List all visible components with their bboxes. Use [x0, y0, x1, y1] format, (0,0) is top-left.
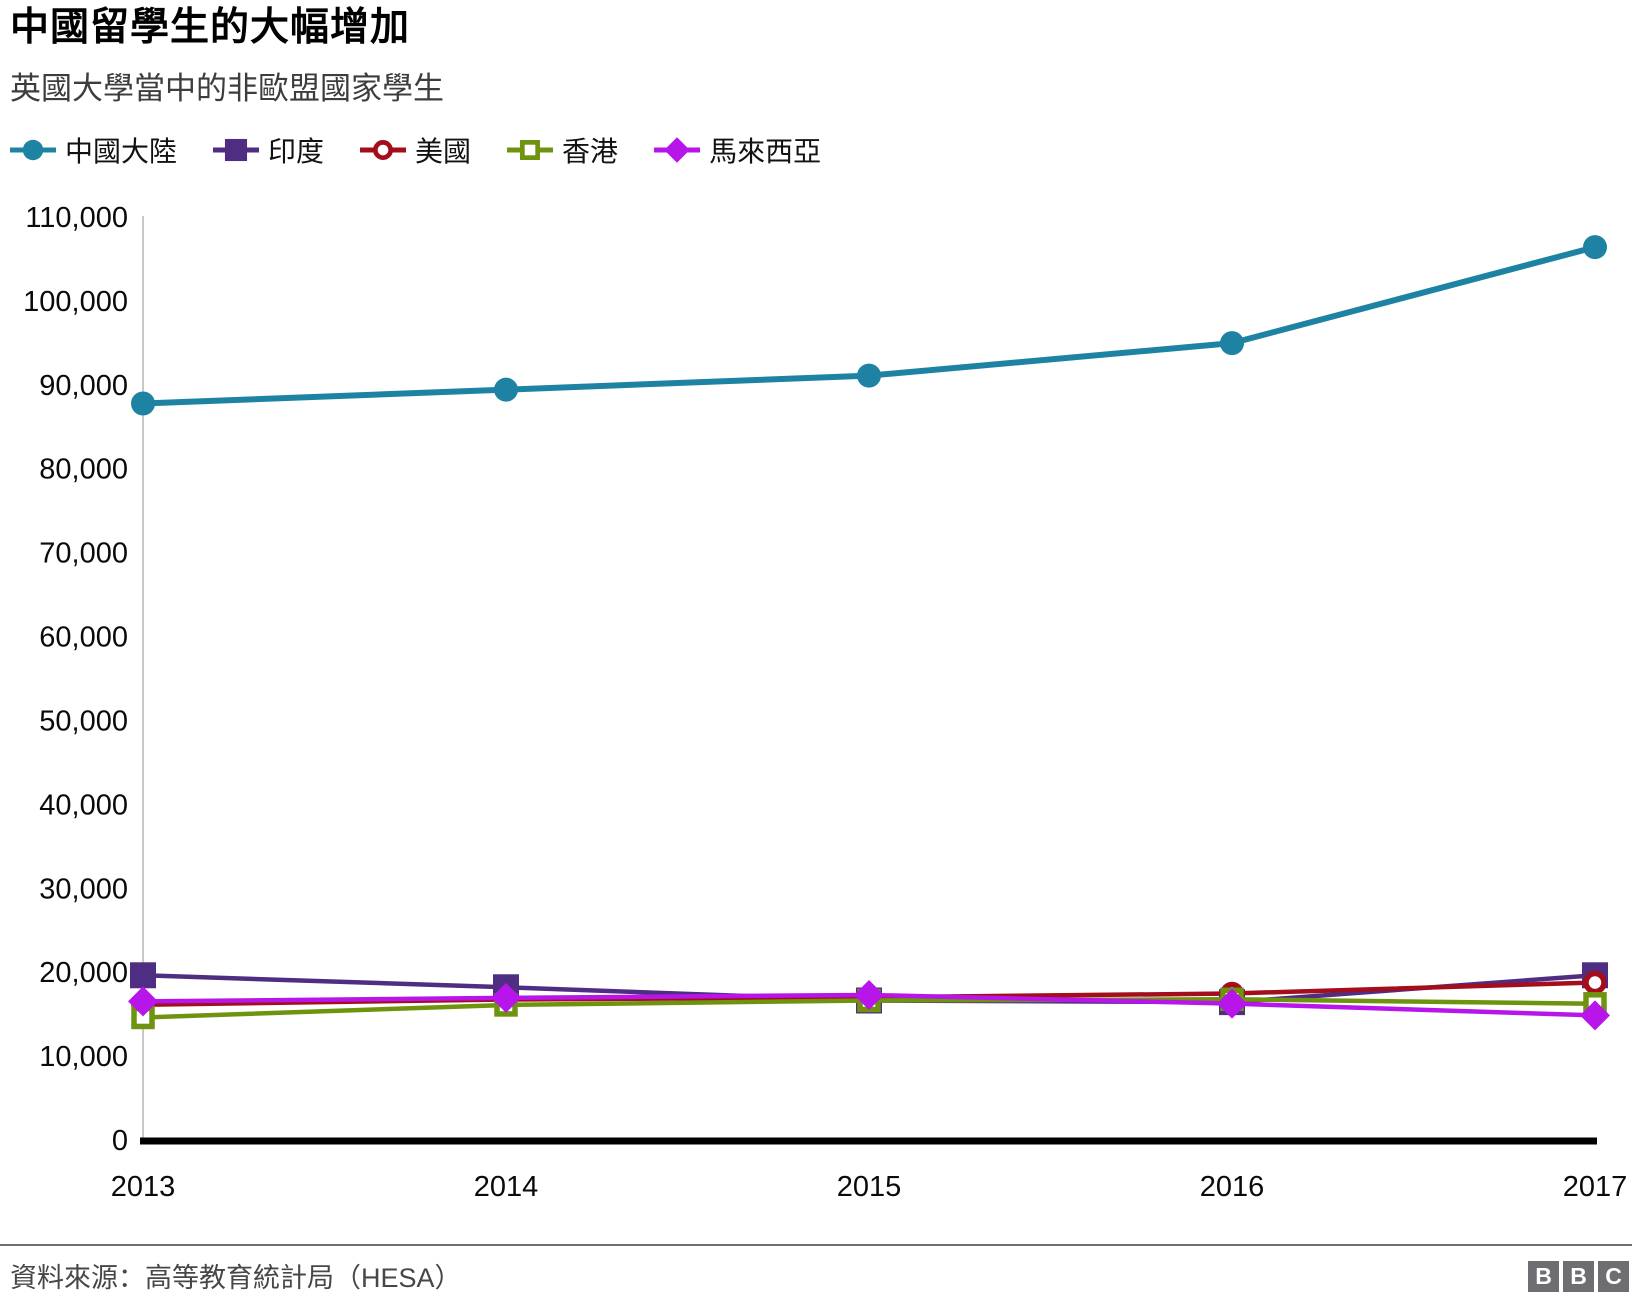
chart-title: 中國留學生的大幅增加: [10, 6, 411, 49]
footer-divider: [0, 1244, 1632, 1246]
circle-filled-legend-icon: [10, 139, 56, 161]
series-mainland-china: [131, 235, 1607, 416]
legend-label: 馬來西亞: [709, 136, 822, 167]
data-point-marker: [857, 363, 881, 388]
data-point-marker: [1220, 331, 1244, 356]
x-tick-label: 2014: [474, 1171, 539, 1203]
data-point-marker: [128, 986, 158, 1017]
x-tick-label: 2013: [111, 1171, 176, 1203]
data-point-marker: [131, 391, 155, 416]
data-point-marker: [494, 377, 518, 402]
legend: 中國大陸 印度 美國 香港 馬來西亞: [10, 130, 821, 170]
y-tick-label: 10,000: [39, 1041, 128, 1073]
legend-item-hong-kong: 香港: [507, 130, 618, 170]
data-point-marker: [22, 139, 44, 161]
circle-open-legend-icon: [360, 140, 407, 160]
bbc-logo-letter: B: [1563, 1261, 1594, 1292]
data-point-marker: [1217, 988, 1247, 1019]
data-point-marker: [1583, 970, 1607, 995]
data-point-marker: [1580, 1000, 1610, 1031]
chart-header: 中國留學生的大幅增加 英國大學當中的非歐盟國家學生: [10, 6, 444, 108]
data-point-marker: [664, 137, 690, 163]
chart-subtitle: 英國大學當中的非歐盟國家學生: [10, 70, 444, 106]
legend-label: 美國: [415, 136, 472, 167]
data-point-marker: [130, 962, 156, 989]
x-tick-label: 2016: [1200, 1171, 1265, 1203]
legend-label: 香港: [562, 136, 619, 167]
square-filled-legend-icon: [213, 138, 260, 162]
legend-item-malaysia: 馬來西亞: [654, 130, 821, 170]
source-text: 資料來源：高等教育統計局（HESA）: [10, 1263, 462, 1293]
series-malaysia: [128, 979, 1610, 1031]
data-point-marker: [491, 982, 521, 1013]
y-tick-label: 90,000: [39, 370, 128, 402]
y-tick-label: 40,000: [39, 789, 128, 821]
legend-label: 印度: [268, 136, 325, 167]
data-point-marker: [373, 140, 394, 160]
y-tick-label: 30,000: [39, 873, 128, 905]
square-open-legend-icon: [507, 140, 554, 160]
line-chart-canvas: 0 10,000 20,000 30,000 40,000 50,000 60,000 70,…: [23, 202, 1628, 1203]
y-tick-label: 110,000: [25, 202, 128, 234]
data-point-marker: [1583, 235, 1607, 260]
data-point-marker: [854, 979, 884, 1010]
y-tick-label: 100,000: [23, 286, 128, 318]
y-tick-label: 60,000: [39, 622, 128, 654]
y-tick-label: 0: [112, 1125, 128, 1157]
legend-item-mainland-china: 中國大陸: [10, 130, 177, 170]
y-tick-label: 80,000: [39, 454, 128, 486]
x-tick-label: 2017: [1563, 1171, 1628, 1203]
legend-item-usa: 美國: [360, 130, 471, 170]
y-tick-label: 50,000: [39, 705, 128, 737]
legend-item-india: 印度: [213, 130, 324, 170]
bbc-logo-letter: B: [1528, 1261, 1559, 1292]
diamond-filled-legend-icon: [654, 137, 701, 163]
y-tick-label: 20,000: [39, 957, 128, 989]
y-tick-label: 70,000: [39, 538, 128, 570]
bbc-logo-letter: C: [1598, 1261, 1629, 1292]
x-tick-label: 2015: [837, 1171, 902, 1203]
legend-label: 中國大陸: [65, 136, 178, 167]
data-point-marker: [520, 140, 541, 160]
data-point-marker: [224, 138, 248, 162]
